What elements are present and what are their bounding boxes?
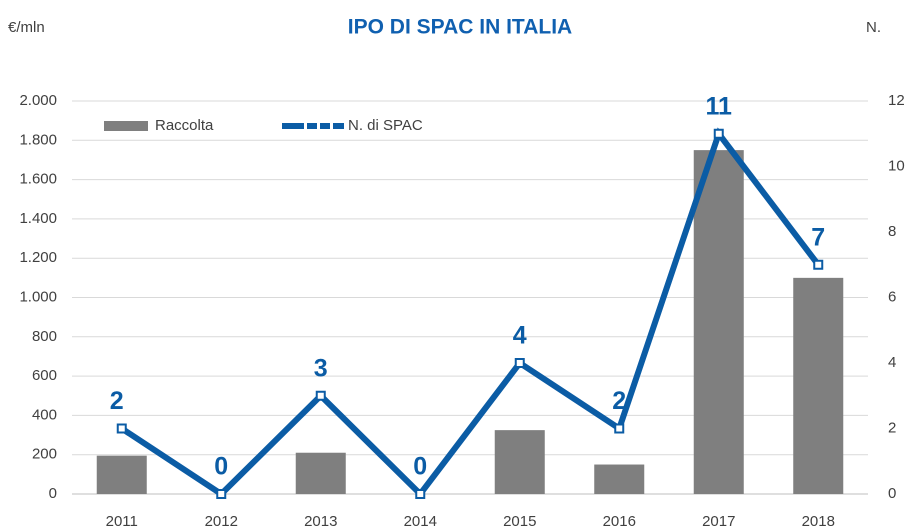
bar xyxy=(96,455,147,494)
bar xyxy=(693,150,744,494)
marker xyxy=(614,423,625,434)
marker xyxy=(514,358,525,368)
data-label: 2 xyxy=(110,387,124,415)
y-tick-label: 1.800 xyxy=(19,131,57,148)
y2-axis-label: N. xyxy=(866,19,881,36)
marker xyxy=(116,423,127,434)
marker xyxy=(713,128,724,139)
data-label: 0 xyxy=(214,453,228,481)
y2-tick-label: 10 xyxy=(888,157,905,174)
data-label: 3 xyxy=(314,354,328,382)
marker xyxy=(415,489,426,499)
data-label: 0 xyxy=(413,453,427,481)
bar xyxy=(295,452,346,494)
y-tick-label: 800 xyxy=(32,328,57,345)
x-tick-label: 2014 xyxy=(404,513,437,530)
y-tick-label: 1.200 xyxy=(19,249,57,266)
x-tick-label: 2012 xyxy=(205,513,238,530)
y-tick-label: 200 xyxy=(32,446,57,463)
y-tick-label: 1.600 xyxy=(19,171,57,188)
x-tick-label: 2011 xyxy=(106,513,138,530)
bar xyxy=(793,277,844,494)
y-tick-label: 600 xyxy=(32,367,57,384)
marker xyxy=(315,390,326,401)
legend-swatch xyxy=(104,121,148,131)
y2-tick-label: 12 xyxy=(888,92,905,109)
y-tick-label: 0 xyxy=(49,485,57,502)
x-tick-label: 2015 xyxy=(503,513,536,530)
data-label: 7 xyxy=(811,223,825,251)
y-tick-label: 2.000 xyxy=(19,92,57,109)
y2-tick-label: 8 xyxy=(888,223,896,240)
data-label: 2 xyxy=(612,387,626,415)
y-axis-label: €/mln xyxy=(8,19,45,36)
x-tick-label: 2016 xyxy=(603,513,636,530)
marker xyxy=(813,259,824,270)
legend-label: N. di SPAC xyxy=(348,117,423,134)
y2-tick-label: 6 xyxy=(888,288,896,305)
y2-tick-label: 2 xyxy=(888,419,896,436)
y-tick-label: 1.000 xyxy=(19,288,57,305)
y-tick-label: 400 xyxy=(32,406,57,423)
x-tick-label: 2018 xyxy=(802,513,835,530)
y2-tick-label: 4 xyxy=(888,354,896,371)
chart-title: IPO DI SPAC IN ITALIA xyxy=(348,16,572,39)
data-label: 4 xyxy=(513,322,527,350)
data-label: 11 xyxy=(706,92,733,120)
y-tick-label: 1.400 xyxy=(19,210,57,227)
x-tick-label: 2017 xyxy=(702,513,735,530)
marker xyxy=(216,489,227,499)
bar xyxy=(494,430,545,494)
legend-label: Raccolta xyxy=(155,117,214,134)
x-tick-label: 2013 xyxy=(304,513,337,530)
line xyxy=(120,127,821,499)
y2-tick-label: 0 xyxy=(888,485,896,502)
bar xyxy=(594,464,645,494)
